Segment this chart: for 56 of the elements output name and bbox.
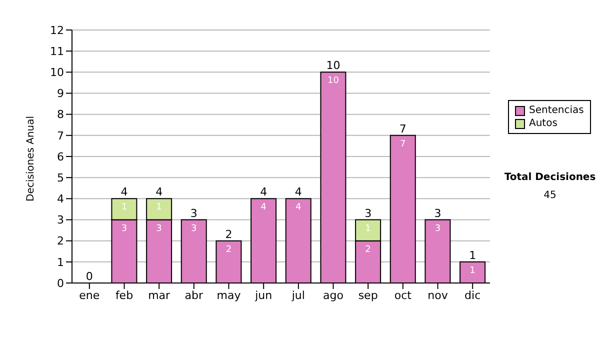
x-tick-label: abr	[184, 288, 204, 302]
y-tick-label: 5	[57, 171, 64, 184]
x-tick-label: jul	[290, 288, 305, 302]
data-label: 3	[434, 224, 441, 234]
total-label: 4	[294, 186, 302, 199]
x-tick-label: nov	[428, 288, 448, 302]
data-label: 4	[260, 202, 267, 213]
y-tick-label: 3	[57, 214, 64, 227]
y-tick-label: 12	[50, 24, 64, 37]
total-label: 4	[156, 186, 163, 199]
data-label: 1	[470, 266, 476, 276]
y-tick-label: 4	[57, 192, 64, 206]
total-label: 1	[469, 248, 476, 262]
data-label: 1	[365, 224, 371, 234]
y-axis-title: Decisiones Anual	[26, 116, 37, 202]
data-label: 3	[156, 224, 162, 234]
data-label: 2	[226, 244, 232, 255]
x-tick-label: dic	[464, 288, 481, 302]
x-tick-label: ago	[323, 288, 344, 302]
total-label: 4	[260, 186, 268, 199]
y-tick-label: 8	[57, 108, 64, 122]
total-label: 4	[120, 186, 128, 199]
y-tick-label: 2	[57, 234, 64, 248]
x-tick-label: jun	[254, 288, 272, 302]
total-label: 7	[399, 122, 406, 136]
text: Total Decisiones	[503, 172, 597, 183]
legend-label: Sentencias	[529, 104, 584, 117]
x-tick-label: may	[216, 288, 242, 302]
y-tick-label: 0	[57, 276, 64, 290]
y-tick-label: 7	[57, 129, 64, 142]
data-label: 1	[156, 202, 162, 213]
x-tick-label: sep	[358, 288, 378, 302]
y-tick-label: 6	[57, 150, 64, 164]
legend-label: Autos	[529, 117, 558, 130]
data-label: 3	[121, 224, 128, 234]
text: 45	[542, 190, 558, 201]
x-tick-label: mar	[148, 288, 171, 302]
x-tick-label: oct	[394, 288, 412, 302]
x-tick-label: ene	[79, 288, 100, 302]
data-label: 1	[121, 202, 128, 213]
total-label: 3	[364, 206, 372, 220]
x-tick-label: feb	[115, 288, 134, 302]
data-label: 3	[191, 224, 197, 234]
y-tick-label: 10	[50, 66, 64, 80]
total-label: 2	[225, 228, 232, 241]
total-label: 3	[190, 206, 198, 220]
data-label: 7	[400, 139, 406, 150]
total-label: 0	[86, 270, 93, 283]
data-label: 2	[365, 244, 371, 255]
data-label: 4	[296, 202, 302, 213]
y-tick-label: 11	[50, 44, 64, 58]
total-label: 10	[326, 59, 340, 72]
data-label: 10	[327, 76, 340, 86]
total-label: 3	[434, 206, 442, 220]
y-tick-label: 9	[57, 87, 64, 100]
y-tick-label: 1	[57, 256, 64, 269]
